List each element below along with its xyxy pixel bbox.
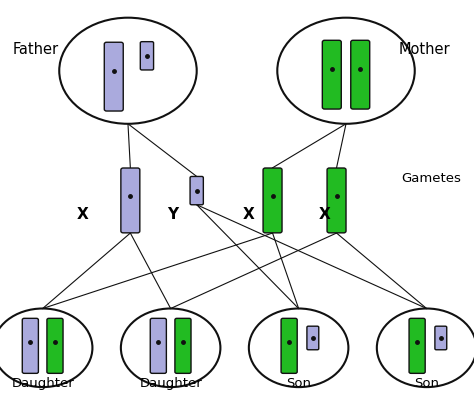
FancyBboxPatch shape xyxy=(47,318,63,373)
FancyBboxPatch shape xyxy=(104,42,123,111)
Text: Son: Son xyxy=(414,377,439,390)
FancyBboxPatch shape xyxy=(150,318,166,373)
FancyBboxPatch shape xyxy=(190,176,203,205)
FancyBboxPatch shape xyxy=(351,40,370,109)
FancyBboxPatch shape xyxy=(322,40,341,109)
Text: Daughter: Daughter xyxy=(11,377,74,390)
Text: X: X xyxy=(319,207,330,222)
Text: Gametes: Gametes xyxy=(401,172,461,185)
FancyBboxPatch shape xyxy=(140,42,154,70)
FancyBboxPatch shape xyxy=(409,318,425,373)
Text: Y: Y xyxy=(167,207,179,222)
Text: Mother: Mother xyxy=(399,42,450,57)
FancyBboxPatch shape xyxy=(435,326,447,350)
Text: Father: Father xyxy=(12,42,59,57)
FancyBboxPatch shape xyxy=(22,318,38,373)
FancyBboxPatch shape xyxy=(327,168,346,233)
FancyBboxPatch shape xyxy=(263,168,282,233)
FancyBboxPatch shape xyxy=(281,318,297,373)
FancyBboxPatch shape xyxy=(121,168,140,233)
Text: X: X xyxy=(243,207,255,222)
Text: X: X xyxy=(77,207,89,222)
Text: Daughter: Daughter xyxy=(139,377,202,390)
FancyBboxPatch shape xyxy=(175,318,191,373)
Text: Son: Son xyxy=(286,377,311,390)
FancyBboxPatch shape xyxy=(307,326,319,350)
